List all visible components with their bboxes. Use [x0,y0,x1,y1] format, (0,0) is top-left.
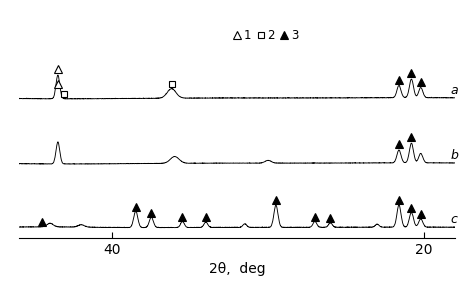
Legend: 1, 2, 3: 1, 2, 3 [228,24,303,47]
Text: c: c [450,213,457,226]
Text: a: a [450,84,458,97]
X-axis label: 2θ,  deg: 2θ, deg [209,262,265,276]
Text: b: b [450,149,458,162]
